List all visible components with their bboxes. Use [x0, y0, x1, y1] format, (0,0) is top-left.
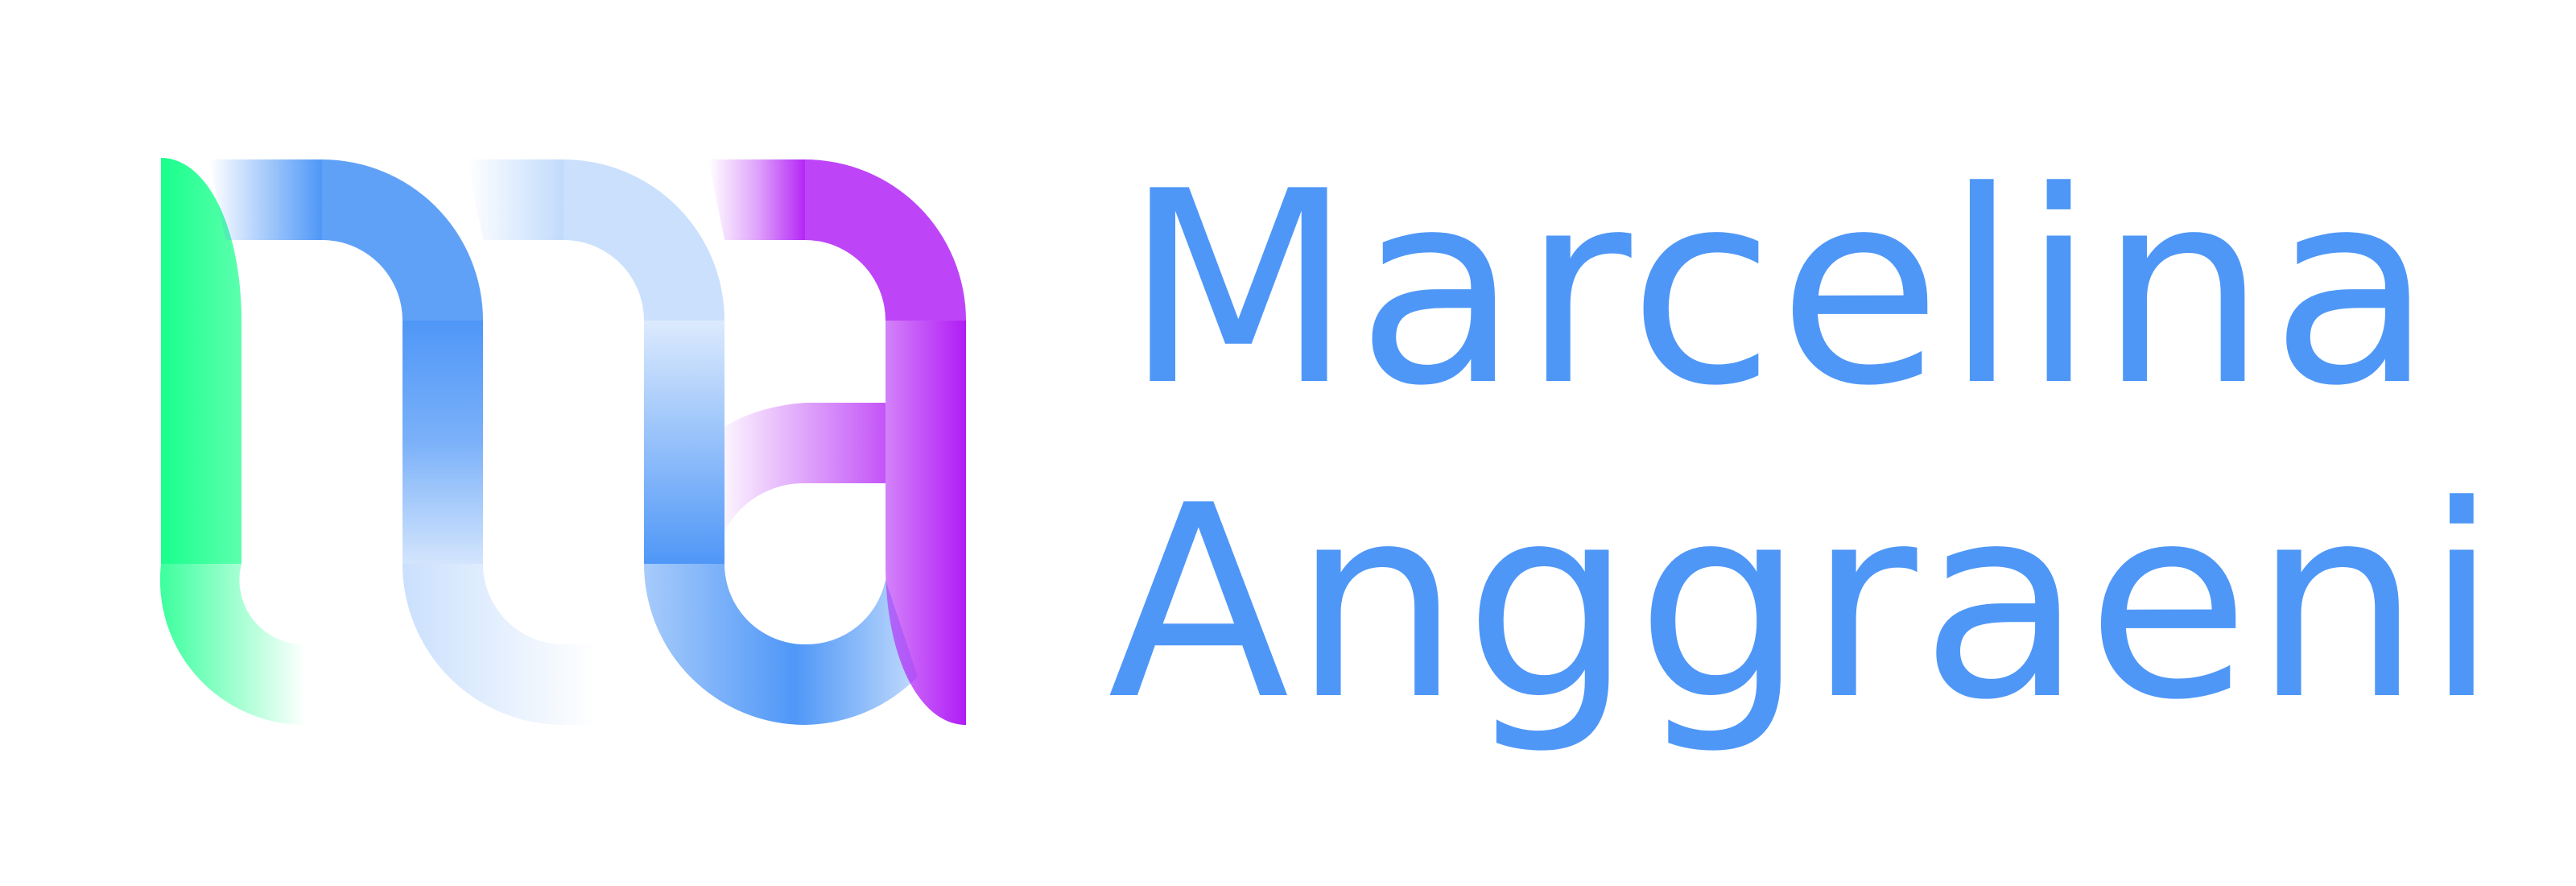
green-stem-cap	[161, 158, 242, 564]
blue-arch-2-top	[467, 159, 564, 240]
ma-ribbon-monogram-icon	[159, 158, 966, 726]
blue-bowl	[644, 564, 918, 725]
blue-arch-1-leg	[402, 321, 483, 564]
violet-top-band	[708, 159, 805, 240]
blue-arch-1-top	[209, 159, 322, 240]
violet-stem	[886, 321, 966, 725]
first-name: Marcelina	[1124, 135, 2437, 444]
blue-arch-2-curve	[564, 159, 724, 321]
violet-crossbar	[724, 403, 886, 532]
green-hook	[159, 564, 306, 726]
blue-arch-1-foot	[402, 564, 596, 725]
green-stem	[161, 158, 242, 564]
last-name: Anggraeni	[1108, 449, 2502, 758]
blue-arch-2-leg	[644, 321, 724, 564]
violet-curve	[805, 159, 966, 321]
blue-arch-1-curve	[322, 159, 483, 321]
